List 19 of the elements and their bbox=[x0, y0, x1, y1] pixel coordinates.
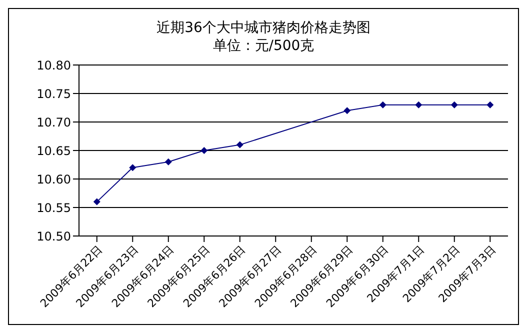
y-tick-label: 10.75 bbox=[36, 86, 71, 101]
chart-subtitle: 单位：元/500克 bbox=[212, 37, 316, 55]
point bbox=[200, 147, 208, 154]
point bbox=[344, 107, 351, 114]
y-tick-label: 10.65 bbox=[36, 144, 71, 158]
point bbox=[415, 101, 422, 108]
y-tick-label: 10.55 bbox=[36, 200, 71, 215]
y-tick-label: 10.80 bbox=[36, 58, 71, 72]
point bbox=[379, 101, 386, 108]
point bbox=[236, 141, 244, 148]
y-tick-label: 10.50 bbox=[36, 229, 71, 244]
y-tick-label: 10.60 bbox=[36, 172, 71, 186]
y-tick-label: 10.70 bbox=[36, 115, 71, 130]
point bbox=[93, 198, 100, 206]
point bbox=[450, 101, 458, 108]
point bbox=[164, 158, 172, 166]
point bbox=[129, 164, 136, 172]
chart-title: 近期36个大中城市猪肉价格走势图 bbox=[156, 19, 372, 37]
point bbox=[486, 101, 494, 108]
